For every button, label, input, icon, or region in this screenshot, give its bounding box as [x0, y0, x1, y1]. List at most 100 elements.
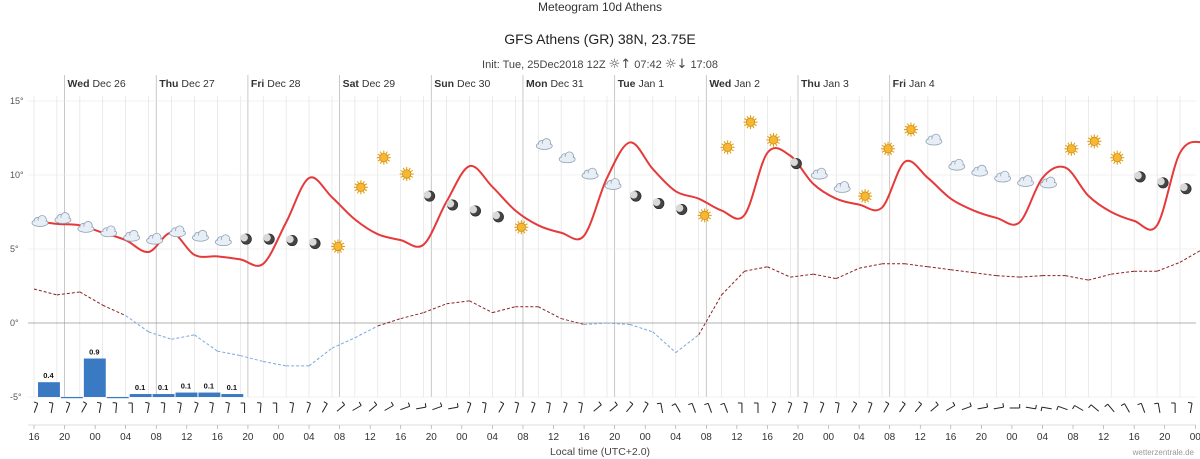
y-tick-label: 0°: [10, 318, 19, 328]
wind-barb: [671, 403, 681, 413]
precip-label: 0.1: [181, 382, 191, 391]
moon-icon: [286, 235, 298, 247]
wind-shaft: [851, 403, 858, 413]
cloud-icon: [169, 225, 186, 238]
dewpoint-segment: [973, 272, 997, 277]
dewpoint-segment: [584, 322, 608, 325]
hour-tick-label: 08: [701, 432, 713, 443]
wind-barb: [899, 401, 906, 413]
chart-title: Meteogram 10d Athens: [537, 0, 663, 14]
wind-barb: [448, 403, 459, 410]
hour-tick-label: 20: [242, 432, 254, 443]
moon-highlight: [309, 238, 317, 246]
sun-disc: [1112, 153, 1122, 163]
hour-tick-label: 08: [151, 432, 163, 443]
wind-shaft: [563, 403, 568, 413]
wind-feather: [688, 402, 693, 406]
wind-shaft: [448, 406, 459, 410]
wind-shaft: [868, 403, 873, 413]
cloud-icon: [1017, 175, 1034, 187]
sun-ray: [858, 197, 862, 201]
wind-shaft: [642, 403, 649, 413]
cloud-icon: [1040, 176, 1057, 189]
hour-tick-label: 12: [731, 432, 743, 443]
cloud-icon: [604, 178, 622, 190]
dewpoint-segment: [1088, 273, 1112, 281]
sun-ray: [385, 151, 388, 155]
sun-ray: [523, 220, 526, 224]
wind-shaft: [1140, 403, 1146, 413]
cloud-fill: [582, 173, 598, 179]
sun-disc: [906, 124, 916, 135]
wind-barb: [145, 401, 150, 414]
moon-highlight: [469, 205, 478, 214]
sun-ray: [708, 211, 712, 214]
wind-shaft: [432, 405, 442, 411]
sun-ray: [912, 133, 915, 136]
wind-feather: [787, 401, 792, 404]
sun-ray: [721, 143, 724, 146]
moon-icon: [263, 233, 275, 245]
moon-highlight: [629, 190, 638, 199]
wind-feather: [500, 401, 505, 405]
sun-ray: [387, 153, 391, 156]
wind-shaft: [306, 403, 311, 413]
wind-feather: [323, 401, 328, 405]
moon-icon: [492, 211, 504, 223]
wind-barb: [1104, 403, 1115, 413]
wind-shaft: [707, 403, 713, 413]
wind-shaft: [787, 403, 793, 413]
moon-highlight: [675, 204, 684, 212]
wind-feather: [771, 401, 776, 404]
sun-disc: [356, 182, 366, 192]
sun-ray: [744, 123, 747, 127]
wind-feather: [835, 401, 840, 404]
wind-barb: [1154, 402, 1161, 414]
cloud-fill: [216, 239, 231, 245]
moon-icon: [446, 199, 459, 211]
wind-barb: [977, 403, 989, 410]
wind-feather: [704, 402, 709, 406]
sun-ray: [858, 192, 862, 195]
cloud-fill: [559, 156, 575, 163]
precip-label: 0.1: [227, 383, 237, 392]
dewpoint-segment: [102, 304, 126, 317]
credit-label: wetterzentrale.de: [1132, 448, 1194, 457]
dewpoint-segment: [675, 334, 699, 353]
precip-bar: [175, 392, 198, 397]
hour-ticks: 16 20 00 04 08 12 16 20 00 04 08 12 16 20 00 04 08 12 16 20…: [28, 425, 1200, 443]
moon-highlight: [446, 199, 455, 208]
sun-ray: [341, 248, 345, 251]
moon-icon: [423, 190, 436, 202]
sun-ray: [410, 175, 414, 178]
wind-barb: [1040, 406, 1052, 412]
sun-ray: [400, 169, 404, 173]
cloud-icon: [123, 229, 141, 242]
wind-barb: [688, 402, 696, 413]
sun-ray: [339, 240, 342, 243]
wind-barb: [787, 401, 793, 413]
wind-shaft: [1074, 405, 1084, 411]
wind-feather: [671, 403, 676, 407]
dewpoint-segment: [171, 334, 195, 340]
day-label: Sun Dec 30: [434, 78, 490, 90]
dewpoint-segment: [377, 318, 401, 327]
precip-bar: [198, 392, 221, 397]
sun-ray: [331, 242, 335, 245]
sun-icon: [881, 141, 896, 156]
wind-barb: [48, 401, 54, 414]
wind-barb: [1009, 404, 1021, 409]
sun-ray: [379, 161, 383, 165]
cloud-fill: [55, 217, 71, 223]
hour-tick-label: 04: [487, 432, 499, 443]
sun-ray: [1113, 151, 1116, 155]
wind-shaft: [352, 405, 362, 411]
wind-barb: [240, 402, 246, 413]
dewpoint-segment: [125, 315, 149, 333]
sun-ray: [1120, 153, 1124, 156]
wind-feather: [1072, 405, 1075, 410]
init-label: Init: Tue, 25Dec2018 12Z: [482, 59, 606, 71]
wind-barb: [868, 401, 873, 413]
wind-shaft: [1107, 403, 1115, 413]
sun-icon: [766, 132, 781, 147]
